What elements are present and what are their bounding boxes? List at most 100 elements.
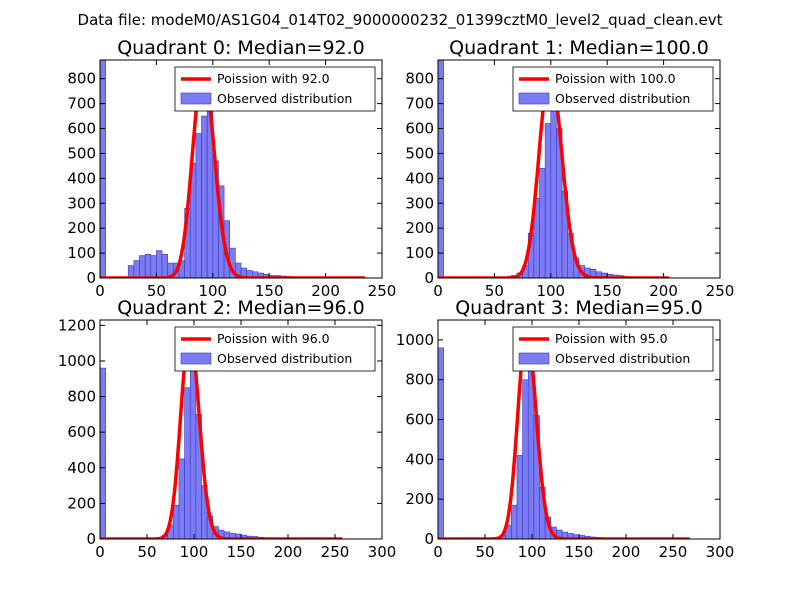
x-tick-label: 100 — [180, 543, 209, 561]
histogram-bar — [544, 123, 552, 278]
figure-suptitle: Data file: modeM0/AS1G04_014T02_90000002… — [78, 11, 723, 30]
y-tick-label: 600 — [67, 423, 96, 441]
legend-bar-swatch — [518, 352, 550, 365]
y-tick-label: 400 — [405, 169, 434, 187]
y-tick-label: 800 — [67, 388, 96, 406]
y-tick-label: 0 — [86, 530, 96, 548]
histogram-bar — [150, 255, 157, 278]
x-tick-label: 200 — [311, 282, 340, 300]
histogram-bar — [184, 387, 191, 539]
panel-quadrant-0: Quadrant 0: Median=92.0 0 50 100 150 200 250 0 1… — [67, 37, 396, 300]
x-tick-label: 200 — [649, 282, 678, 300]
legend-label-observed: Observed distribution — [555, 351, 690, 366]
y-tick-label: 600 — [67, 120, 96, 138]
x-tick-label: 200 — [612, 543, 641, 561]
x-tick-label: 250 — [368, 282, 397, 300]
x-tick-label: 0 — [95, 282, 105, 300]
legend-label-poisson: Poission with 95.0 — [555, 331, 668, 346]
x-tick-label: 250 — [321, 543, 350, 561]
x-tick-label: 250 — [659, 543, 688, 561]
panel-quadrant-3: Quadrant 3: Median=95.0 0 50 100 150 200 250 30… — [396, 297, 735, 561]
y-tick-label: 400 — [67, 459, 96, 477]
legend-label-observed: Observed distribution — [217, 91, 352, 106]
y-tick-label: 300 — [67, 194, 96, 212]
panel-title: Quadrant 2: Median=96.0 — [117, 297, 365, 319]
y-tick-label: 300 — [405, 194, 434, 212]
poisson-curve — [100, 68, 366, 278]
y-tick-label: 500 — [405, 144, 434, 162]
legend-bar-swatch — [180, 92, 212, 105]
legend: Poission with 96.0 Observed distribution — [174, 326, 376, 372]
legend-label-observed: Observed distribution — [555, 91, 690, 106]
histogram-bar — [511, 504, 518, 539]
legend-label-observed: Observed distribution — [217, 351, 352, 366]
y-tick-label: 200 — [67, 219, 96, 237]
y-tick-label: 200 — [67, 494, 96, 512]
poisson-curve — [100, 332, 344, 539]
x-tick-label: 100 — [518, 543, 547, 561]
y-tick-label: 100 — [67, 244, 96, 262]
x-tick-label: 200 — [274, 543, 303, 561]
y-tick-label: 400 — [67, 169, 96, 187]
x-tick-label: 50 — [137, 543, 156, 561]
y-tick-label: 700 — [405, 95, 434, 113]
histogram-bar — [100, 60, 106, 278]
histogram-bar — [156, 250, 163, 278]
legend-label-poisson: Poission with 100.0 — [555, 71, 676, 86]
legend: Poission with 100.0 Observed distribution — [512, 66, 714, 112]
y-tick-label: 600 — [405, 411, 434, 429]
x-tick-label: 150 — [255, 282, 284, 300]
x-tick-label: 0 — [95, 543, 105, 561]
histogram-bar — [139, 255, 146, 278]
y-tick-label: 800 — [67, 70, 96, 88]
y-tick-label: 200 — [405, 490, 434, 508]
y-tick-label: 600 — [405, 120, 434, 138]
y-tick-label: 200 — [405, 219, 434, 237]
y-tick-label: 800 — [405, 70, 434, 88]
x-tick-label: 100 — [536, 282, 565, 300]
x-tick-label: 300 — [368, 543, 397, 561]
x-tick-label: 250 — [706, 282, 735, 300]
x-tick-label: 50 — [147, 282, 166, 300]
histogram-bar — [161, 254, 168, 278]
histogram-bar — [178, 458, 185, 539]
x-tick-label: 150 — [565, 543, 594, 561]
y-tick-label: 700 — [67, 95, 96, 113]
y-tick-label: 0 — [86, 269, 96, 287]
y-tick-label: 0 — [424, 269, 434, 287]
y-tick-label: 0 — [424, 530, 434, 548]
y-tick-label: 1000 — [396, 331, 434, 349]
y-tick-label: 400 — [405, 450, 434, 468]
axes-frame — [437, 59, 721, 279]
panel-quadrant-1: Quadrant 1: Median=100.0 0 50 100 150 200 250 0… — [405, 37, 734, 300]
histogram-bar — [539, 168, 546, 278]
histogram-bar — [127, 265, 135, 278]
histogram-bar — [195, 133, 202, 278]
histogram-bar — [438, 60, 444, 278]
x-tick-label: 150 — [227, 543, 256, 561]
histogram-bar — [133, 260, 140, 278]
legend: Poission with 92.0 Observed distribution — [174, 66, 376, 112]
y-tick-label: 500 — [67, 144, 96, 162]
histogram-bar — [522, 379, 529, 539]
x-tick-label: 50 — [475, 543, 494, 561]
histogram-bar — [516, 455, 523, 539]
panel-quadrant-2: Quadrant 2: Median=96.0 0 50 100 150 200 250 30… — [58, 297, 397, 561]
histogram-bar — [201, 115, 208, 278]
histogram-bar — [173, 504, 180, 539]
y-tick-label: 800 — [405, 371, 434, 389]
panel-title: Quadrant 0: Median=92.0 — [117, 37, 365, 59]
histogram-bar — [438, 347, 444, 539]
panel-title: Quadrant 1: Median=100.0 — [449, 37, 709, 59]
histogram-bar — [144, 254, 152, 278]
y-tick-label: 100 — [405, 244, 434, 262]
y-tick-label: 1000 — [58, 352, 96, 370]
x-tick-label: 100 — [198, 282, 227, 300]
x-tick-label: 50 — [485, 282, 504, 300]
x-tick-label: 0 — [433, 543, 443, 561]
legend-bar-swatch — [180, 352, 212, 365]
x-tick-label: 0 — [433, 282, 443, 300]
legend-bar-swatch — [518, 92, 550, 105]
panel-title: Quadrant 3: Median=95.0 — [455, 297, 703, 319]
